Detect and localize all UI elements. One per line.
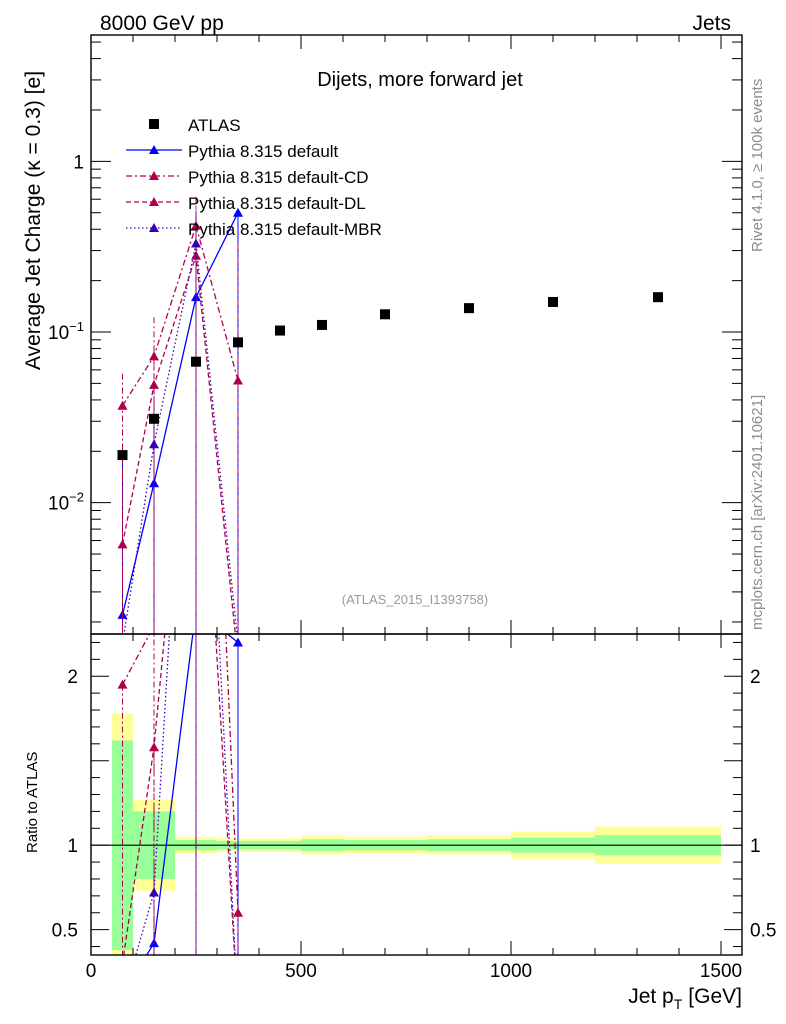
series-line (123, 243, 238, 634)
y-tick-label: 1 (73, 152, 84, 173)
data-point (191, 238, 201, 248)
ratio-y-ticks: 0.5 0.5 1 1 2 2 (52, 641, 776, 948)
data-point (118, 638, 128, 647)
ratio-series-3 (118, 634, 243, 1015)
data-point (380, 309, 390, 320)
data-point (191, 250, 201, 260)
data-point (117, 539, 128, 549)
y-ticks: 10−2 10−1 1 (48, 41, 742, 623)
legend-label: Pythia 8.315 default-MBR (188, 220, 382, 239)
ratio-line (145, 634, 239, 955)
legend-marker (149, 171, 159, 180)
ratio-point (149, 742, 159, 752)
legend-label: Pythia 8.315 default-CD (188, 168, 369, 187)
ratio-y-tick-label: 1 (67, 836, 78, 857)
ratio-y-tick-label: 2 (67, 667, 78, 688)
data-point (233, 207, 243, 217)
y-tick-label: 10−2 (48, 490, 84, 515)
data-point (149, 379, 159, 389)
ratio-y-axis-label: Ratio to ATLAS (24, 752, 41, 853)
category-label: Jets (692, 12, 731, 35)
data-point (149, 439, 159, 449)
ratio-line (123, 634, 236, 955)
legend-item: Pythia 8.315 default-DL (126, 194, 366, 213)
x-axis-label-main: Jet p (628, 985, 674, 1008)
x-axis-label-sub: T (674, 996, 683, 1012)
ratio-y-tick-label-right: 1 (750, 836, 761, 857)
plot-title: Dijets, more forward jet (317, 69, 523, 91)
ratio-point (233, 907, 243, 917)
data-point (117, 400, 128, 410)
legend-marker (149, 197, 159, 206)
x-axis-label: Jet pT [GeV] (628, 985, 742, 1012)
data-point (233, 337, 243, 348)
x-tick-label: 1500 (700, 961, 742, 982)
legend-label: Pythia 8.315 default (188, 142, 339, 161)
series-3 (118, 208, 238, 647)
ratio-point (149, 887, 159, 897)
ratio-panel: 0 500 1000 1500 0.5 0.5 1 1 2 2 (52, 35, 776, 1016)
ratio-y-tick-label-right: 2 (750, 667, 761, 688)
data-point (149, 478, 159, 488)
ratio-point (117, 679, 128, 689)
series-2 (117, 223, 236, 634)
y-axis-label: Average Jet Charge (κ = 0.3) [e] (22, 71, 45, 370)
data-point (191, 356, 201, 367)
data-point (317, 319, 327, 330)
series-line (121, 223, 239, 407)
ratio-point (118, 989, 128, 998)
legend-marker (149, 119, 159, 129)
energy-label: 8000 GeV pp (100, 12, 224, 35)
ratio-frame (90, 633, 743, 956)
main-panel: 10−2 10−1 1 (48, 34, 743, 647)
ratio-point (118, 958, 128, 967)
series-line (121, 212, 239, 616)
x-axis-label-unit: [GeV] (688, 985, 742, 1008)
data-point (233, 375, 243, 385)
side-label-bottom: mcplots.cern.ch [arXiv:2401.10621] (749, 395, 766, 630)
ratio-series-2 (118, 634, 243, 1016)
legend: ATLAS Pythia 8.315 default Pythia 8.315 de… (126, 116, 382, 239)
ratio-point (118, 996, 128, 1005)
legend-item: Pythia 8.315 default-CD (126, 168, 369, 187)
ratio-point (233, 1007, 243, 1016)
x-tick-label: 0 (86, 961, 97, 982)
ratio-y-tick-label-right: 0.5 (750, 921, 776, 942)
x-ticks: 0 500 1000 1500 (86, 35, 742, 982)
legend-marker (149, 223, 159, 232)
data-point (653, 292, 663, 303)
ratio-y-tick-label: 0.5 (52, 921, 78, 942)
svg-text:Jet pT[GeV]: Jet pT [GeV] (628, 985, 742, 1012)
data-point (149, 413, 159, 424)
legend-item: Pythia 8.315 default (126, 142, 339, 161)
analysis-id: (ATLAS_2015_I1393758) (342, 592, 488, 607)
legend-marker (149, 145, 159, 154)
main-plot-area (117, 196, 663, 647)
legend-label: Pythia 8.315 default-DL (188, 194, 366, 213)
series-1 (117, 196, 243, 634)
y-tick-label: 10−1 (48, 319, 84, 344)
data-point (464, 303, 474, 314)
series-atlas (117, 292, 663, 461)
ratio-point (233, 637, 243, 647)
data-point (117, 450, 128, 461)
data-point (149, 351, 159, 361)
ratio-line (121, 634, 239, 913)
ratio-point (233, 1006, 243, 1015)
legend-label: ATLAS (188, 116, 241, 135)
ratio-line (135, 634, 236, 955)
legend-item: Pythia 8.315 default-MBR (126, 220, 382, 239)
ratio-plot-area (117, 634, 243, 1016)
series-line (121, 255, 236, 634)
x-tick-label: 500 (285, 961, 317, 982)
x-tick-label: 1000 (490, 961, 532, 982)
side-label-top: Rivet 4.1.0, ≥ 100k events (749, 79, 766, 252)
series-0 (117, 207, 243, 634)
legend-item-atlas: ATLAS (149, 116, 241, 135)
data-point (548, 296, 558, 307)
data-point (275, 325, 285, 336)
